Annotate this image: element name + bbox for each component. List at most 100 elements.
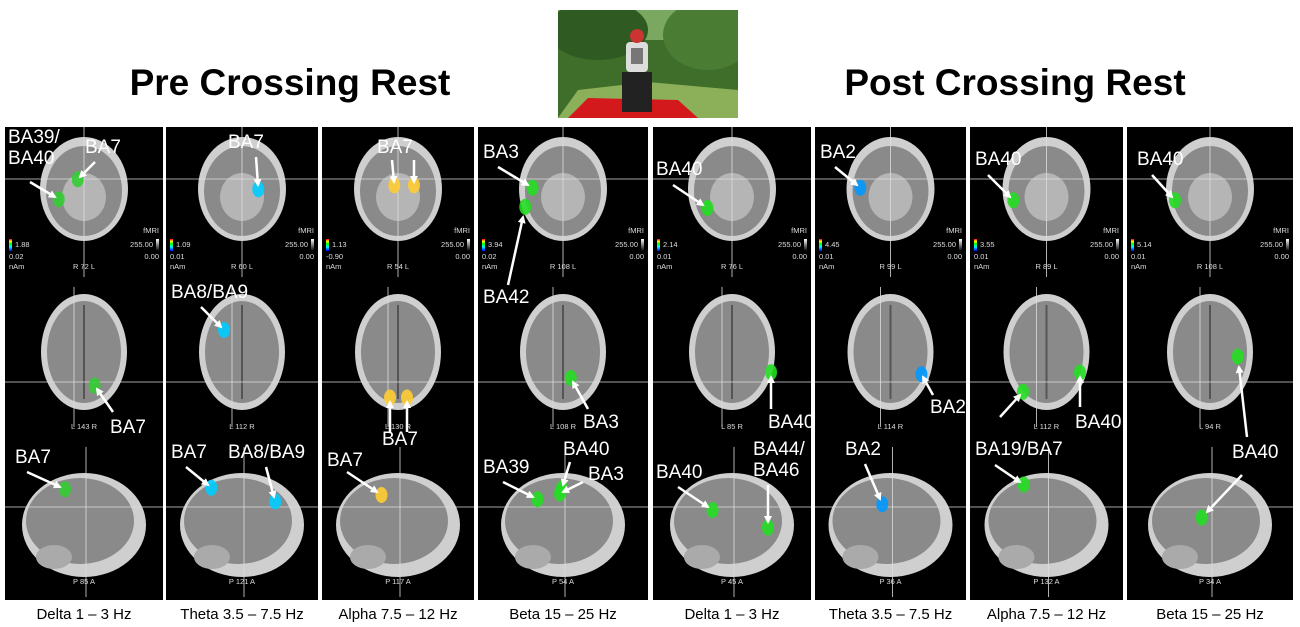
panel: 2.140.01nAmfMRI255.000.00R 76 LL 85 RP 4… (653, 127, 811, 600)
area-label: BA7 (171, 442, 207, 463)
sagittal-cerebellum (843, 545, 879, 569)
area-label: BA8/BA9 (171, 282, 248, 303)
coronal-slice: R 60 L (231, 262, 253, 271)
source-max: 2.14 (663, 240, 678, 249)
fmri-min: 0.00 (1274, 252, 1289, 261)
source-min: 0.01 (1131, 252, 1146, 261)
axial-slice: L 143 R (71, 422, 98, 431)
caption: Theta 3.5 – 7.5 Hz (809, 606, 972, 623)
sagittal-cerebellum (1162, 545, 1198, 569)
axial-slice: L 94 R (1199, 422, 1221, 431)
axial-slice: L 108 R (550, 422, 577, 431)
arrow (1000, 395, 1020, 417)
caption: Beta 15 – 25 Hz (472, 606, 654, 623)
caption: Delta 1 – 3 Hz (647, 606, 817, 623)
fmri-colorbar (156, 239, 159, 251)
sagittal-slice: P 54 A (552, 577, 574, 586)
area-label: BA39/ BA40 (8, 127, 60, 169)
activation (532, 491, 544, 507)
source-colorbar (9, 239, 12, 251)
area-label: BA19/BA7 (975, 439, 1063, 460)
source-unit: nAm (326, 262, 341, 271)
fmri-min: 0.00 (144, 252, 159, 261)
fmri-max: 255.00 (285, 240, 308, 249)
fmri-colorbar (1116, 239, 1119, 251)
sagittal-cerebellum (36, 545, 72, 569)
source-min: 0.02 (9, 252, 24, 261)
fmri-colorbar (641, 239, 644, 251)
activation (1018, 477, 1030, 493)
sagittal-slice: P 132 A (1033, 577, 1059, 586)
area-label: BA7 (327, 450, 363, 471)
photo-image (558, 10, 738, 118)
area-label: BA7 (110, 417, 146, 438)
arrow (508, 217, 523, 285)
sagittal-cerebellum (194, 545, 230, 569)
source-colorbar (819, 239, 822, 251)
fmri-label: fMRI (143, 226, 159, 235)
sagittal-cerebellum (684, 545, 720, 569)
source-max: 1.88 (15, 240, 30, 249)
fmri-min: 0.00 (629, 252, 644, 261)
activation (702, 200, 714, 216)
arrow (995, 465, 1020, 482)
source-colorbar (482, 239, 485, 251)
fmri-min: 0.00 (299, 252, 314, 261)
sagittal-slice: P 121 A (229, 577, 255, 586)
source-colorbar (326, 239, 329, 251)
fmri-label: fMRI (946, 226, 962, 235)
activation (854, 180, 866, 196)
coronal-slice: R 108 L (1197, 262, 1223, 271)
activation (1196, 510, 1208, 526)
sagittal-slice: P 117 A (385, 577, 411, 586)
fmri-max: 255.00 (778, 240, 801, 249)
panel: 4.450.01nAmfMRI255.000.00R 99 LL 114 RP … (815, 127, 966, 600)
activation (59, 481, 71, 497)
fmri-label: fMRI (628, 226, 644, 235)
fmri-min: 0.00 (455, 252, 470, 261)
area-label: BA2 (930, 397, 966, 418)
area-label: BA3 (483, 142, 519, 163)
activation (707, 502, 719, 518)
area-label: BA7 (382, 429, 418, 450)
source-min: 0.01 (819, 252, 834, 261)
area-label: BA40 (563, 439, 609, 460)
source-colorbar (974, 239, 977, 251)
fmri-min: 0.00 (1104, 252, 1119, 261)
source-colorbar (170, 239, 173, 251)
fmri-colorbar (311, 239, 314, 251)
source-unit: nAm (170, 262, 185, 271)
sagittal-cerebellum (515, 545, 551, 569)
sagittal-slice: P 34 A (1199, 577, 1221, 586)
activation (527, 180, 539, 196)
activation (376, 487, 388, 503)
fmri-label: fMRI (454, 226, 470, 235)
caption: Delta 1 – 3 Hz (0, 606, 169, 623)
area-label: BA40 (1232, 442, 1278, 463)
area-label: BA40 (768, 412, 814, 433)
fmri-label: fMRI (298, 226, 314, 235)
arrow (186, 467, 208, 485)
source-max: 1.13 (332, 240, 347, 249)
activation (1232, 349, 1244, 365)
sagittal-slice: P 36 A (880, 577, 902, 586)
source-max: 4.45 (825, 240, 840, 249)
coronal-slice: R 99 L (879, 262, 901, 271)
activation (554, 486, 566, 502)
caption: Alpha 7.5 – 12 Hz (964, 606, 1129, 623)
fmri-max: 255.00 (1090, 240, 1113, 249)
photo (558, 10, 738, 118)
source-min: -0.90 (326, 252, 343, 261)
source-unit: nAm (1131, 262, 1146, 271)
fmri-label: fMRI (1273, 226, 1289, 235)
area-label: BA2 (845, 439, 881, 460)
figure: Pre Crossing Rest Post Crossing Rest (()… (0, 0, 1300, 627)
area-label: BA3 (588, 464, 624, 485)
fmri-min: 0.00 (947, 252, 962, 261)
area-label: BA40 (1137, 149, 1183, 170)
area-label: BA42 (483, 287, 529, 308)
